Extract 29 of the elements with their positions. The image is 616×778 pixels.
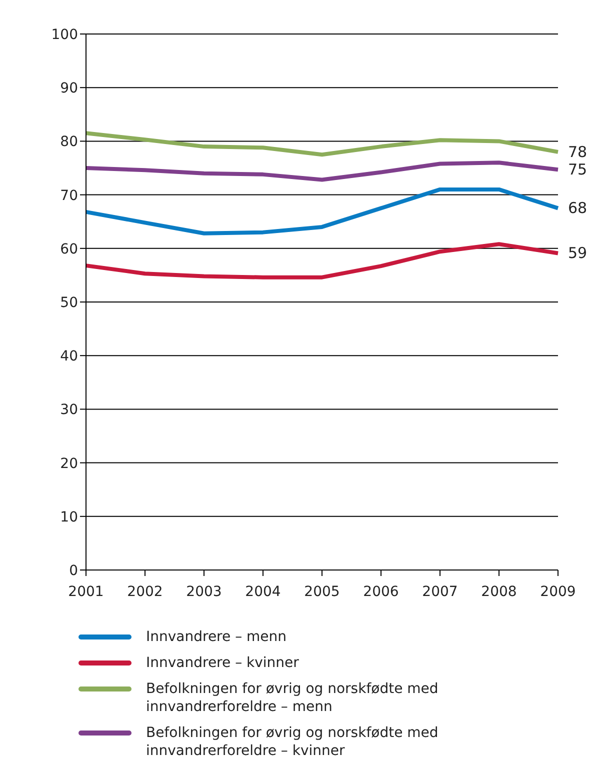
x-tick-label: 2005 <box>304 584 340 600</box>
data-label: 78 <box>568 142 588 161</box>
y-tick-label: 30 <box>60 402 78 418</box>
data-label: 59 <box>568 244 588 262</box>
data-label: 68 <box>568 199 588 218</box>
data-label: 75 <box>568 160 588 179</box>
x-tick-label: 2004 <box>245 584 281 600</box>
y-tick-label: 20 <box>60 456 78 472</box>
x-tick-label: 2001 <box>68 584 104 600</box>
y-tick-label: 90 <box>60 80 78 97</box>
y-tick-label: 100 <box>51 26 78 43</box>
legend-label: Innvandrere – menn <box>146 628 288 646</box>
y-tick-label: 0 <box>69 562 78 579</box>
x-tick-label: 2003 <box>186 584 222 600</box>
legend-label: Innvandrere – kvinner <box>146 654 300 672</box>
y-tick-label: 60 <box>60 241 78 258</box>
y-tick-label: 50 <box>60 294 78 311</box>
x-tick-label: 2007 <box>422 584 458 600</box>
line-series <box>84 160 560 182</box>
y-tick-label: 40 <box>60 348 78 365</box>
x-tick-label: 2009 <box>540 584 576 600</box>
legend-label: Befolkningen for øvrig og norskfødte med innvandrerforeldre – menn <box>146 680 440 716</box>
y-tick-label: 10 <box>60 509 78 526</box>
x-tick-label: 2008 <box>481 584 517 600</box>
x-tick-label: 2002 <box>127 584 163 600</box>
y-tick-label: 80 <box>60 134 78 150</box>
x-tick-label: 2006 <box>363 584 399 600</box>
legend-label: Befolkningen for øvrig og norskfødte med innvandrerforeldre – kvinner <box>146 724 440 760</box>
y-tick-label: 70 <box>60 188 78 204</box>
